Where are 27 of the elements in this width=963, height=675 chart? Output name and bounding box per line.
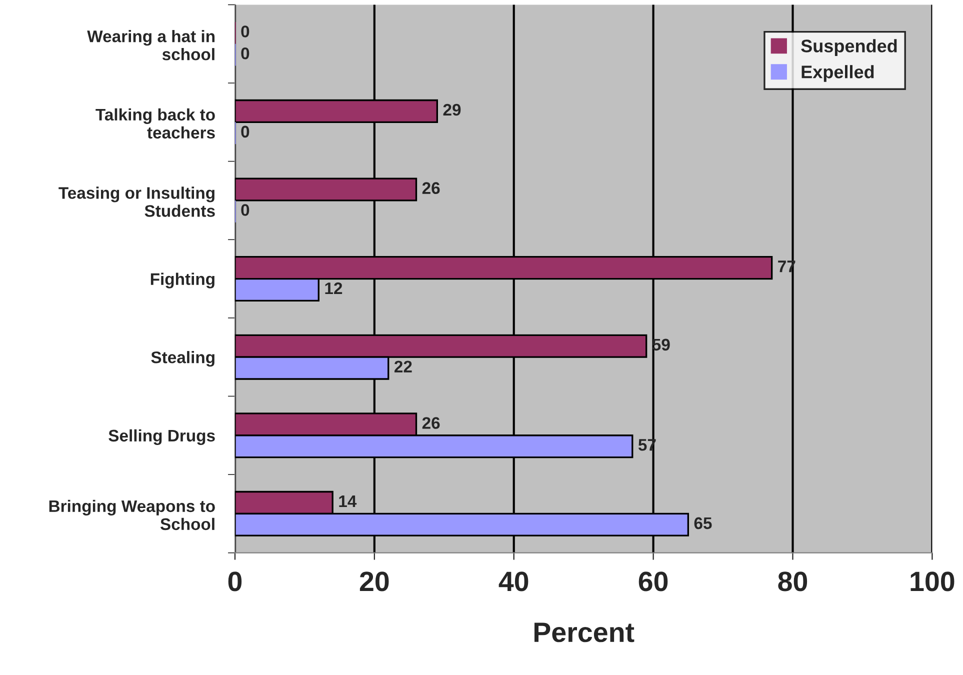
data-label: 0: [241, 204, 250, 216]
data-label: 0: [241, 126, 250, 138]
y-tick-label: Wearing a hat in school: [87, 30, 215, 60]
x-tick-label: 60: [638, 572, 668, 592]
data-label: 29: [443, 104, 461, 116]
y-tick-label: Bringing Weapons to School: [49, 500, 215, 530]
data-label: 12: [325, 282, 342, 294]
x-tick-label: 40: [498, 572, 528, 592]
legend-label: Suspended: [801, 39, 897, 56]
data-label: 26: [422, 182, 440, 194]
y-tick-label: Teasing or Insulting Students: [58, 186, 215, 217]
data-label: 65: [694, 517, 712, 530]
y-tick-label: Talking back to teachers: [96, 108, 215, 139]
data-label: 26: [422, 417, 440, 429]
y-tick-label: Selling Drugs: [108, 429, 215, 445]
data-label: 22: [394, 360, 412, 372]
data-label: 14: [339, 496, 357, 508]
x-tick-label: 80: [778, 572, 808, 592]
data-label: 0: [241, 26, 250, 38]
x-tick-label: 100: [910, 572, 954, 592]
legend-label: Expelled: [802, 65, 874, 82]
y-tick-label: Stealing: [151, 351, 214, 367]
x-tick-label: 20: [360, 572, 389, 592]
data-label: 0: [241, 48, 250, 60]
y-tick-label: Fighting: [150, 272, 214, 288]
x-axis-title: Percent: [534, 622, 634, 642]
x-tick-label: 0: [228, 572, 242, 592]
